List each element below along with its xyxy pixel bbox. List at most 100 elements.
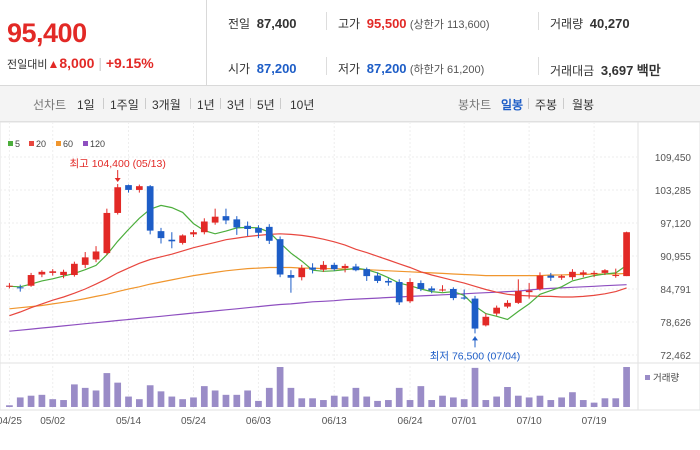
volume-bar xyxy=(146,385,154,407)
candle-body xyxy=(309,267,316,270)
volume-bar xyxy=(179,399,187,407)
stat-sub: (하한가 61,200) xyxy=(409,64,485,76)
up-arrow-icon: ▲ xyxy=(47,57,60,71)
candle-body xyxy=(60,271,67,276)
legend-swatch xyxy=(29,141,34,146)
stat-prev-close: 전일 87,400 xyxy=(228,15,297,32)
volume-bar xyxy=(255,400,262,407)
volume-bar xyxy=(233,394,241,407)
volume-bar xyxy=(16,397,24,407)
tab-period-1w[interactable]: 1주일 xyxy=(110,98,139,112)
candle-body xyxy=(114,187,122,213)
volume-bar xyxy=(569,392,576,407)
price-change: 전일대비▲8,000 | +9.15% xyxy=(7,55,154,72)
volume-bar xyxy=(547,400,555,407)
candle-body xyxy=(439,289,446,291)
annotations: 최고 104,400 (05/13) 최저 76,500 (07/04) xyxy=(69,158,520,362)
volume-bar xyxy=(428,400,436,407)
volume-bars: 거래량 xyxy=(6,367,679,407)
tab-period-3m[interactable]: 3개월 xyxy=(152,98,181,112)
candle-body xyxy=(200,221,208,233)
x-tick-label: 06/03 xyxy=(246,416,271,427)
candle-body xyxy=(244,225,251,229)
volume-bar xyxy=(590,402,598,407)
volume-bar xyxy=(341,396,349,407)
volume-legend-label: 거래량 xyxy=(653,372,679,384)
volume-bar xyxy=(579,400,587,407)
tab-period-5y[interactable]: 5년 xyxy=(257,98,275,112)
volume-bar xyxy=(92,390,100,407)
volume-bar xyxy=(417,386,425,407)
stat-unit: 백만 xyxy=(636,63,661,78)
volume-bar xyxy=(320,400,327,407)
candle-body xyxy=(601,270,609,273)
change-label: 전일대비 xyxy=(7,59,48,71)
candle-body xyxy=(38,271,46,275)
ma20-line xyxy=(9,233,627,317)
candle-body xyxy=(514,291,522,303)
tab-separator xyxy=(563,98,564,109)
volume-bar xyxy=(374,400,381,407)
candle-body xyxy=(190,232,197,235)
candle-body xyxy=(417,283,425,289)
tab-separator xyxy=(103,98,104,109)
tab-period-3y[interactable]: 3년 xyxy=(227,98,245,112)
volume-bar xyxy=(363,396,371,407)
candle-body xyxy=(71,263,78,276)
candle-body xyxy=(81,257,89,265)
tab-period-1d[interactable]: 1일 xyxy=(77,98,95,112)
candle-body xyxy=(320,264,327,270)
candle-body xyxy=(406,281,414,302)
candle-body xyxy=(265,226,273,241)
volume-bar xyxy=(504,387,511,407)
stat-low: 저가 87,200 (하한가 61,200) xyxy=(338,60,484,77)
candle-body xyxy=(276,239,284,275)
y-tick-label: 97,120 xyxy=(660,219,691,230)
volume-bar xyxy=(200,386,208,407)
period-tab-bar: 선차트 1일 1주일 3개월 1년 3년 5년 10년 봉차트 일봉 주봉 월봉 xyxy=(0,86,700,122)
stat-label: 거래량 xyxy=(550,17,584,31)
volume-bar xyxy=(157,391,165,407)
legend-label: 120 xyxy=(90,139,105,149)
candlestick-chart[interactable]: 5 20 60 120 109,450 103,285 97,120 90,955 84,79… xyxy=(0,122,700,450)
candle-body xyxy=(222,216,230,221)
candle-body xyxy=(428,288,436,291)
volume-bar xyxy=(514,395,522,407)
volume-bar xyxy=(449,397,457,407)
change-amount: 8,000 xyxy=(59,55,95,71)
high-marker-arrowhead xyxy=(114,178,121,183)
chart-grid xyxy=(0,122,700,411)
tab-candle-weekly[interactable]: 주봉 xyxy=(535,98,558,112)
candle-body xyxy=(569,271,576,278)
candle-body xyxy=(623,232,630,277)
y-tick-label: 72,462 xyxy=(660,351,691,362)
change-rate: +9.15% xyxy=(105,55,154,71)
volume-bar xyxy=(190,397,197,407)
candle-body xyxy=(352,266,360,271)
volume-bar xyxy=(395,387,403,407)
candle-body xyxy=(125,185,132,190)
volume-bar xyxy=(482,400,490,407)
candle-body xyxy=(558,276,565,278)
x-tick-label: 04/25 xyxy=(0,416,22,427)
line-chart-label: 선차트 xyxy=(33,98,67,112)
stat-value: 3,697 xyxy=(600,63,634,78)
tab-candle-daily[interactable]: 일봉 xyxy=(501,98,524,112)
volume-panel-border xyxy=(0,362,700,411)
high-label: 최고 104,400 (05/13) xyxy=(69,158,165,170)
tab-candle-monthly[interactable]: 월봉 xyxy=(572,98,595,112)
volume-bar xyxy=(6,405,13,407)
stat-sub: (상한가 113,600) xyxy=(409,19,490,31)
tab-period-10y[interactable]: 10년 xyxy=(290,98,315,112)
tab-period-1y[interactable]: 1년 xyxy=(197,98,215,112)
candle-body xyxy=(16,287,24,289)
volume-bar xyxy=(287,387,295,407)
candle-body xyxy=(547,275,555,278)
volume-bar xyxy=(114,382,122,407)
candle-body xyxy=(471,298,479,329)
stat-volume: 거래량 40,270 xyxy=(550,15,630,32)
candle-body xyxy=(460,297,468,299)
stat-open: 시가 87,200 xyxy=(228,60,297,77)
legend-swatch xyxy=(83,141,88,146)
legend-swatch xyxy=(56,141,61,146)
